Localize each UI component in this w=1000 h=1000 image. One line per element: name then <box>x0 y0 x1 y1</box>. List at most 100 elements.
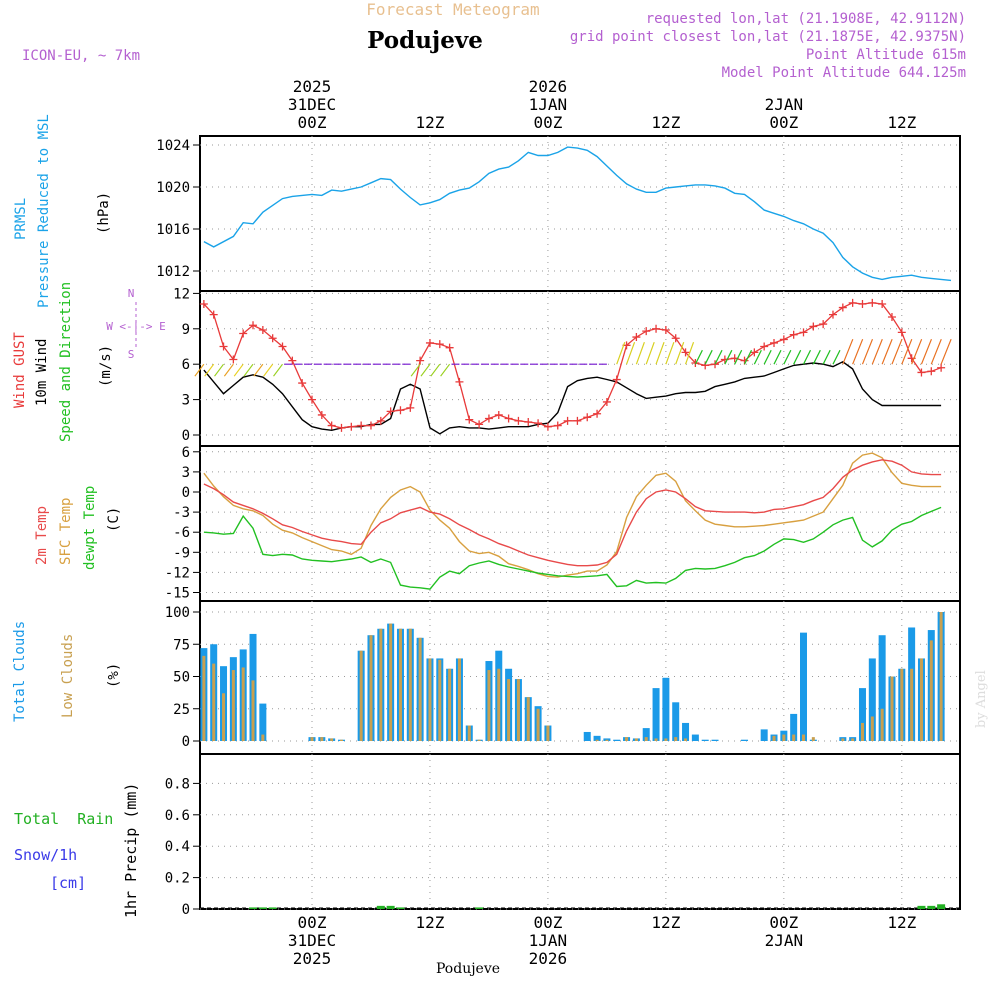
total-cloud-bar <box>583 731 591 741</box>
wind-direction-arrow <box>635 341 645 365</box>
pressure-desc-label: Pressure Reduced to MSL <box>36 114 52 308</box>
low-cloud-bar <box>634 738 638 741</box>
low-cloud-bar <box>536 708 540 741</box>
y-tick-label: 6 <box>182 357 190 373</box>
gust-marker <box>455 377 464 386</box>
low-cloud-bar <box>772 735 776 741</box>
gust-marker <box>406 403 415 412</box>
low-cloud-bar <box>369 635 373 741</box>
y-tick-label: 1012 <box>156 264 190 280</box>
y-tick-label: 0.6 <box>165 808 190 824</box>
gust-marker <box>425 338 434 347</box>
rain-bar <box>927 905 936 909</box>
low-cloud-bar <box>438 659 442 741</box>
time-label: 12Z <box>887 113 916 132</box>
y-tick-label: 1016 <box>156 222 190 238</box>
wind-direction-arrow <box>852 338 864 365</box>
grid-lines <box>200 136 960 910</box>
low-cloud-bar <box>644 737 648 741</box>
low-cloud-bar <box>654 738 658 741</box>
total-cloud-bar <box>662 677 670 741</box>
wind-direction-arrow <box>410 363 421 377</box>
gust-marker <box>327 421 336 430</box>
low-cloud-bar <box>929 640 933 741</box>
gust-marker <box>543 422 552 431</box>
gust-line <box>203 302 942 429</box>
time-label: 1JAN <box>529 95 568 114</box>
low-cloud-bar <box>487 670 491 741</box>
total-cloud-bar <box>711 739 719 741</box>
wind-direction-arrow <box>734 349 743 365</box>
precip-series <box>200 904 960 909</box>
y-tick-label: 0 <box>182 428 190 444</box>
wind-direction-arrow <box>430 363 441 377</box>
sfc-temp-label: SFC Temp <box>58 498 74 565</box>
wind-direction-arrow <box>233 363 244 377</box>
gust-marker <box>858 300 867 309</box>
y-tick-label: 12 <box>173 286 190 302</box>
wind-direction-arrow <box>743 349 753 365</box>
wind-direction-arrow <box>793 349 802 365</box>
wind-direction-arrow <box>901 338 913 365</box>
dewpt-line <box>203 506 942 590</box>
rain-bar <box>376 905 385 909</box>
gust-marker <box>809 322 818 331</box>
low-cloud-bar <box>467 725 471 741</box>
low-cloud-bar <box>841 738 845 741</box>
wind-direction-arrow <box>940 338 952 365</box>
wind-unit-label: (m/s) <box>98 345 114 387</box>
credit-watermark: by Angel <box>974 670 989 728</box>
gust-marker <box>347 422 356 431</box>
time-label: 2JAN <box>765 931 804 950</box>
requested-coords: requested lon,lat (21.1908E, 42.9112N) <box>646 11 966 27</box>
y-tick-label: 50 <box>173 670 190 686</box>
gust-marker <box>268 334 277 343</box>
rain-bar <box>249 907 258 909</box>
snow-unit-label: [cm] <box>50 874 86 892</box>
gust-marker <box>602 397 611 406</box>
wind-direction-arrow <box>645 341 655 365</box>
wind-direction-arrow <box>675 341 685 365</box>
low-cloud-bar <box>860 722 864 741</box>
gust-marker <box>828 310 837 319</box>
low-cloud-bar <box>595 739 599 741</box>
wind-dir-label: Speed and Direction <box>58 282 74 442</box>
low-cloud-bar <box>231 670 235 741</box>
wind-direction-arrow <box>802 349 812 365</box>
total-cloud-bar <box>741 739 749 741</box>
time-label: 2JAN <box>765 95 804 114</box>
time-label: 12Z <box>416 113 445 132</box>
total-cloud-bar <box>672 702 680 741</box>
wind-direction-arrow <box>263 363 274 377</box>
gust-marker <box>386 407 395 416</box>
low-cloud-bar <box>802 734 805 741</box>
wind-direction-arrow <box>625 341 636 365</box>
low-cloud-bar <box>605 739 609 741</box>
low-cloud-bar <box>428 658 432 741</box>
y-tick-label: 100 <box>165 605 190 621</box>
time-label: 00Z <box>533 913 562 932</box>
low-cloud-bar <box>457 658 461 741</box>
gust-marker <box>770 338 779 347</box>
wind-direction-arrow <box>273 363 283 377</box>
rain-label: Total Rain <box>14 810 113 828</box>
low-cloud-bar <box>625 737 629 741</box>
low-cloud-bar <box>516 679 520 741</box>
gust-marker <box>661 325 670 334</box>
low-cloud-bar <box>379 628 383 741</box>
gust-marker <box>819 320 828 329</box>
total-cloud-bar <box>701 739 709 741</box>
low-cloud-bar <box>684 738 688 741</box>
clouds-panel-frame <box>199 600 961 755</box>
precip-panel-frame <box>199 753 961 910</box>
low-cloud-bar <box>251 680 255 741</box>
low-cloud-bar <box>330 738 334 741</box>
y-tick-label: 0.8 <box>165 776 190 792</box>
model-altitude: Model Point Altitude 644.125m <box>722 65 966 81</box>
gust-marker <box>642 327 651 336</box>
time-label: 00Z <box>298 913 327 932</box>
gust-marker <box>357 421 366 430</box>
time-label: 12Z <box>651 913 680 932</box>
gust-marker <box>494 410 503 419</box>
